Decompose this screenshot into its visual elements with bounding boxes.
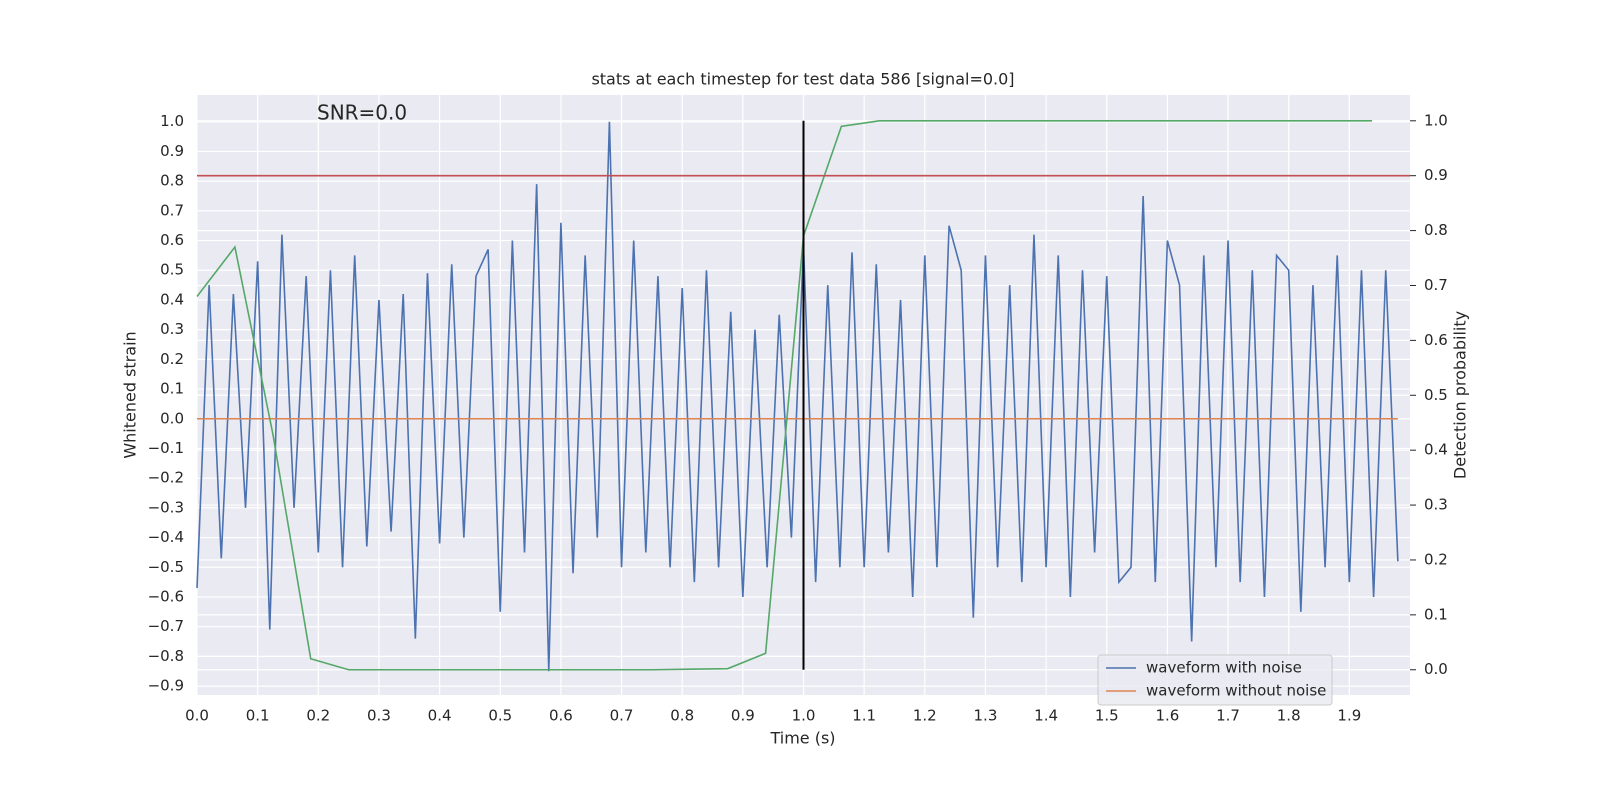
- y-tick-label: 1.0: [160, 112, 184, 130]
- x-tick-label: 1.2: [913, 707, 937, 725]
- y2-tick-label: 0.3: [1424, 496, 1448, 514]
- x-tick-label: 0.5: [488, 707, 512, 725]
- x-tick-label: 1.0: [792, 707, 816, 725]
- y-tick-label: 0.2: [160, 350, 184, 368]
- legend-label: waveform with noise: [1146, 659, 1302, 677]
- y-tick-label: −0.1: [148, 439, 184, 457]
- x-tick-label: 0.2: [306, 707, 330, 725]
- y-tick-label: 0.8: [160, 172, 184, 190]
- x-tick-label: 0.9: [731, 707, 755, 725]
- y2-tick-label: 0.7: [1424, 276, 1448, 294]
- y-tick-label: −0.7: [148, 617, 184, 635]
- x-tick-label: 0.3: [367, 707, 391, 725]
- x-tick-label: 0.7: [610, 707, 634, 725]
- series-line: [196, 120, 1373, 671]
- y2-tick-label: 0.4: [1424, 441, 1448, 459]
- y-tick-label: −0.9: [148, 677, 184, 695]
- y-tick-label: 0.4: [160, 290, 184, 308]
- legend-label: waveform without noise: [1146, 682, 1326, 700]
- legend: waveform with noise waveform without nois…: [1097, 654, 1333, 706]
- x-tick-label: 1.4: [1034, 707, 1058, 725]
- y2-tick-label: 0.5: [1424, 386, 1448, 404]
- annotation: SNR=0.0: [317, 101, 407, 125]
- x-tick-label: 0.8: [670, 707, 694, 725]
- y2-tick-label: 1.0: [1424, 111, 1448, 129]
- y-tick-label: 0.9: [160, 142, 184, 160]
- y2-tick-label: 0.9: [1424, 166, 1448, 184]
- x-tick-label: 1.5: [1095, 707, 1119, 725]
- y-tick-label: 0.0: [160, 409, 184, 427]
- x-tick-label: 1.7: [1216, 707, 1240, 725]
- y-tick-label: −0.4: [148, 528, 184, 546]
- series-line: [196, 121, 1399, 672]
- x-tick-label: 0.0: [185, 707, 209, 725]
- y2-tick-label: 0.0: [1424, 660, 1448, 678]
- y-tick-label: 0.1: [160, 380, 184, 398]
- x-tick-label: 1.6: [1155, 707, 1179, 725]
- y-tick-label: −0.8: [148, 647, 184, 665]
- chart-title: stats at each timestep for test data 586…: [591, 70, 1014, 89]
- y-tick-label: −0.3: [148, 498, 184, 516]
- y-tick-label: 0.5: [160, 261, 184, 279]
- x-axis-label: Time (s): [769, 729, 835, 748]
- y2-tick-label: 0.2: [1424, 550, 1448, 568]
- x-tick-label: 1.9: [1337, 707, 1361, 725]
- y-tick-label: 0.6: [160, 231, 184, 249]
- y-tick-label: 0.3: [160, 320, 184, 338]
- y2-axis-label: Detection probability: [1451, 311, 1470, 479]
- x-tick-label: 1.3: [974, 707, 998, 725]
- y-tick-label: 0.7: [160, 201, 184, 219]
- y-axis-label: Whitened strain: [121, 331, 140, 458]
- x-tick-label: 1.8: [1277, 707, 1301, 725]
- x-tick-label: 0.6: [549, 707, 573, 725]
- x-tick-label: 0.4: [428, 707, 452, 725]
- y2-tick-label: 0.6: [1424, 331, 1448, 349]
- y2-tick-label: 0.1: [1424, 605, 1448, 623]
- y-tick-label: −0.6: [148, 587, 184, 605]
- x-tick-label: 0.1: [246, 707, 270, 725]
- legend-box: [1097, 654, 1333, 706]
- x-tick-label: 1.1: [852, 707, 876, 725]
- y-tick-label: −0.5: [148, 558, 184, 576]
- y-tick-label: −0.2: [148, 469, 184, 487]
- y2-tick-label: 0.8: [1424, 221, 1448, 239]
